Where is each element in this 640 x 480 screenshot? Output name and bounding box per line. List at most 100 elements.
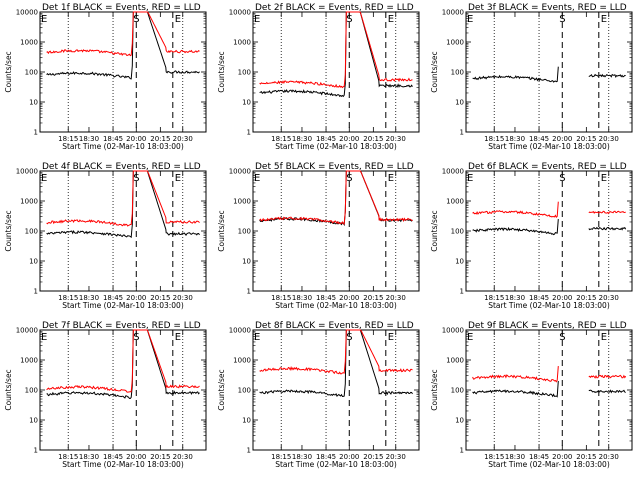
x-tick-label: 18:30 (79, 294, 99, 302)
marker-label-e: E (601, 173, 607, 184)
plot-frame (465, 11, 633, 133)
x-tick-label: 18:30 (505, 453, 525, 461)
y-tick-label: 1 (34, 447, 38, 455)
x-tick-label: 20:00 (126, 135, 146, 143)
y-tick-label: 100 (25, 228, 38, 236)
y-tick-label: 1 (460, 288, 464, 296)
x-tick-label: 20:15 (150, 135, 170, 143)
x-tick-label: 20:30 (386, 135, 406, 143)
x-tick-label: 18:45 (103, 453, 123, 461)
x-tick-label: 20:00 (552, 294, 572, 302)
lld-series-line-seg1 (588, 210, 626, 215)
lld-series-line-seg0 (472, 366, 559, 383)
panel-title: Det 2f BLACK = Events, RED = LLD (255, 3, 414, 13)
events-series-line (46, 11, 200, 80)
x-tick-label: 20:00 (339, 135, 359, 143)
panel-title: Det 5f BLACK = Events, RED = LLD (255, 162, 414, 172)
panel-title: Det 9f BLACK = Events, RED = LLD (468, 321, 627, 331)
x-tick-label: 18:30 (505, 135, 525, 143)
y-tick-label: 10 (29, 258, 38, 266)
x-axis-label: Start Time (02-Mar-10 18:03:00) (275, 142, 397, 151)
events-series-line (46, 170, 200, 239)
x-tick-label: 20:30 (599, 294, 619, 302)
plot-frame (465, 329, 633, 451)
panel-1: Det 1f BLACK = Events, RED = LLD 1 10 100 10… (4, 3, 207, 151)
x-tick-label: 20:15 (363, 294, 383, 302)
x-tick-label: 20:15 (363, 453, 383, 461)
x-tick-label: 20:15 (576, 453, 596, 461)
x-axis-label: Start Time (02-Mar-10 18:03:00) (62, 142, 184, 151)
marker-label-e-start: E (254, 14, 260, 25)
y-tick-label: 10000 (16, 168, 38, 176)
events-series-line (46, 329, 200, 400)
plot-frame (465, 170, 633, 292)
y-tick-label: 1000 (20, 198, 38, 206)
lld-series-line-seg1 (588, 374, 627, 379)
panel-title: Det 7f BLACK = Events, RED = LLD (42, 321, 201, 331)
panel-3: Det 3f BLACK = Events, RED = LLD 1 10 100 10… (430, 3, 633, 151)
marker-label-s: S (346, 332, 352, 343)
y-tick-label: 10 (455, 417, 464, 425)
x-axis-label: Start Time (02-Mar-10 18:03:00) (488, 460, 610, 469)
y-tick-label: 10000 (16, 9, 38, 17)
events-series-line-seg1 (588, 73, 626, 78)
x-tick-label: 20:00 (126, 453, 146, 461)
y-tick-label: 1000 (446, 39, 464, 47)
y-tick-label: 100 (451, 387, 464, 395)
panel-8: Det 8f BLACK = Events, RED = LLD 1 10 100 10… (217, 321, 420, 469)
x-tick-label: 20:00 (552, 453, 572, 461)
marker-label-s: S (133, 173, 139, 184)
marker-label-e: E (175, 332, 181, 343)
y-tick-label: 10 (455, 258, 464, 266)
panel-9: Det 9f BLACK = Events, RED = LLD 1 10 100 10… (430, 321, 633, 469)
x-tick-label: 18:15 (271, 294, 291, 302)
y-tick-label: 1 (34, 288, 38, 296)
x-tick-label: 18:30 (79, 135, 99, 143)
plot-frame (252, 11, 420, 133)
lld-series-line (46, 329, 200, 393)
y-tick-label: 1000 (446, 198, 464, 206)
y-axis-label: Counts/sec (217, 51, 226, 92)
marker-label-s: S (346, 14, 352, 25)
panel-title: Det 4f BLACK = Events, RED = LLD (42, 162, 201, 172)
y-tick-label: 100 (451, 69, 464, 77)
y-axis-label: Counts/sec (217, 369, 226, 410)
marker-label-e: E (175, 173, 181, 184)
events-series-line-seg0 (472, 66, 559, 83)
y-tick-label: 1 (460, 447, 464, 455)
lld-series-line (46, 170, 200, 227)
panel-6: Det 6f BLACK = Events, RED = LLD 1 10 100 10… (430, 162, 633, 310)
marker-label-e-start: E (254, 173, 260, 184)
lld-series-line (259, 329, 413, 375)
marker-label-s: S (559, 14, 565, 25)
marker-label-e: E (601, 332, 607, 343)
x-tick-label: 18:15 (271, 453, 291, 461)
y-tick-label: 10 (242, 99, 251, 107)
y-tick-label: 10000 (229, 168, 251, 176)
marker-label-s: S (559, 332, 565, 343)
x-tick-label: 18:15 (271, 135, 291, 143)
x-tick-label: 18:15 (58, 135, 78, 143)
panel-title: Det 8f BLACK = Events, RED = LLD (255, 321, 414, 331)
panel-title: Det 6f BLACK = Events, RED = LLD (468, 162, 627, 172)
x-tick-label: 18:30 (292, 135, 312, 143)
x-axis-label: Start Time (02-Mar-10 18:03:00) (488, 142, 610, 151)
y-tick-label: 1000 (20, 357, 38, 365)
lld-series-line (46, 11, 200, 57)
y-tick-label: 1000 (233, 39, 251, 47)
x-tick-label: 18:45 (316, 453, 336, 461)
marker-label-e: E (388, 332, 394, 343)
y-tick-label: 1 (247, 447, 251, 455)
marker-label-s: S (133, 14, 139, 25)
y-axis-label: Counts/sec (430, 369, 439, 410)
x-tick-label: 18:45 (103, 135, 123, 143)
plot-frame (252, 170, 420, 292)
x-tick-label: 18:30 (79, 453, 99, 461)
x-tick-label: 20:30 (599, 453, 619, 461)
y-tick-label: 100 (25, 69, 38, 77)
x-tick-label: 18:15 (484, 294, 504, 302)
marker-label-s: S (559, 173, 565, 184)
y-tick-label: 10000 (229, 327, 251, 335)
marker-label-e: E (388, 14, 394, 25)
